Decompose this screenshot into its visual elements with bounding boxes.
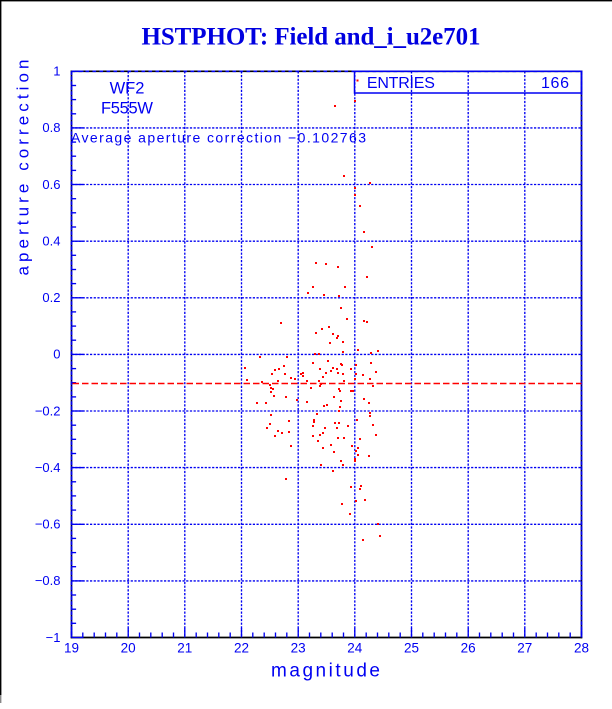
svg-text:magnitude: magnitude (271, 661, 380, 682)
svg-text:27: 27 (517, 640, 532, 655)
svg-text:−0.6: −0.6 (35, 517, 61, 532)
svg-text:0.6: 0.6 (42, 177, 60, 192)
svg-text:ENTRIES: ENTRIES (367, 75, 435, 92)
svg-text:−0.4: −0.4 (35, 460, 61, 475)
svg-text:−0.8: −0.8 (35, 573, 61, 588)
svg-text:19: 19 (64, 640, 79, 655)
svg-text:25: 25 (404, 640, 419, 655)
svg-text:F555W: F555W (101, 100, 153, 118)
svg-text:−0.2: −0.2 (35, 403, 61, 418)
svg-text:28: 28 (574, 640, 589, 655)
svg-text:0.8: 0.8 (42, 120, 60, 135)
svg-text:22: 22 (234, 640, 249, 655)
svg-text:1: 1 (53, 64, 60, 79)
svg-text:HSTPHOT: Field and_i_u2e701: HSTPHOT: Field and_i_u2e701 (142, 24, 481, 51)
svg-text:23: 23 (291, 640, 306, 655)
svg-text:0.4: 0.4 (42, 234, 60, 249)
svg-text:Average aperture correction −0: Average aperture correction −0.102763 (71, 129, 366, 145)
svg-text:WF2: WF2 (110, 80, 145, 98)
svg-text:20: 20 (121, 640, 136, 655)
svg-text:166: 166 (541, 75, 569, 92)
svg-text:26: 26 (461, 640, 476, 655)
svg-text:−1: −1 (46, 630, 61, 645)
svg-text:0: 0 (53, 347, 60, 362)
svg-text:21: 21 (177, 640, 192, 655)
svg-text:24: 24 (347, 640, 363, 655)
svg-text:0.2: 0.2 (42, 290, 60, 305)
